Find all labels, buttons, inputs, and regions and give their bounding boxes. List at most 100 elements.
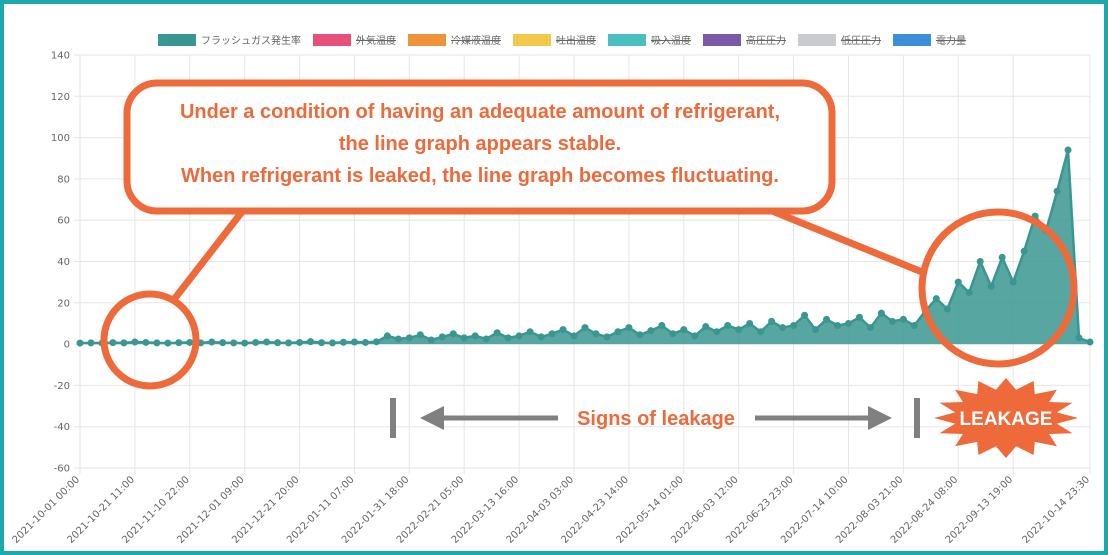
point	[570, 332, 578, 340]
point	[779, 324, 787, 332]
point	[834, 322, 841, 330]
point	[87, 339, 95, 347]
point	[372, 338, 380, 346]
point	[416, 331, 424, 339]
point	[219, 339, 227, 347]
point	[208, 338, 216, 346]
point	[855, 313, 863, 321]
point	[120, 339, 128, 347]
point	[482, 335, 490, 343]
point	[746, 319, 754, 327]
point	[252, 338, 260, 346]
y-tick-label: 20	[57, 298, 70, 309]
legend-swatch	[513, 34, 551, 46]
point	[614, 328, 622, 336]
point	[899, 315, 907, 323]
point	[285, 339, 293, 347]
point	[713, 328, 721, 336]
highlight-circle	[100, 290, 200, 390]
point	[515, 332, 523, 340]
point	[449, 330, 457, 338]
point	[943, 305, 951, 313]
point	[493, 329, 501, 337]
legend-swatch	[313, 34, 351, 46]
highlight-circle	[918, 208, 1078, 368]
legend: フラッシュガス発生率 外気温度 冷媒液温度 吐出温度 吸入温度 高圧圧力 低圧圧力 電力量	[158, 34, 966, 47]
point	[548, 330, 556, 338]
point	[823, 315, 831, 323]
point	[888, 317, 896, 325]
point	[1075, 334, 1083, 342]
y-tick-label: -40	[54, 422, 70, 433]
point	[361, 338, 369, 346]
point	[735, 326, 743, 334]
point	[175, 339, 183, 347]
point	[1053, 187, 1061, 195]
point	[241, 339, 249, 347]
connector	[169, 205, 248, 305]
y-tick-label: 0	[64, 340, 70, 351]
point	[976, 258, 984, 265]
point	[76, 339, 84, 347]
callout-box	[123, 79, 836, 215]
point	[164, 339, 172, 347]
legend-swatch	[608, 34, 646, 46]
point	[680, 326, 688, 334]
point	[339, 338, 347, 346]
leakage-label: LEAKAGE	[960, 409, 1053, 430]
y-tick-label: 80	[57, 174, 70, 185]
signs-label: Signs of leakage	[577, 408, 735, 430]
annotations: Under a condition of having an adequate …	[100, 79, 1078, 458]
point	[383, 332, 391, 340]
y-tick-label: -20	[54, 381, 70, 392]
area	[80, 150, 1090, 345]
point	[274, 339, 282, 347]
y-tick-label: 40	[57, 257, 70, 268]
point	[394, 335, 402, 343]
callout-text: the line graph appears stable.	[339, 133, 621, 155]
point	[768, 317, 776, 325]
point	[307, 338, 315, 346]
legend-label: フラッシュガス発生率	[201, 34, 301, 47]
point	[691, 332, 699, 340]
plot	[76, 146, 1094, 347]
connector	[758, 202, 924, 276]
point	[757, 328, 765, 336]
point	[537, 333, 545, 341]
point	[504, 334, 512, 342]
point	[965, 288, 973, 296]
point	[592, 330, 600, 338]
legend-swatch	[798, 34, 836, 46]
point	[438, 333, 446, 341]
point	[329, 339, 336, 347]
marker-bar	[390, 398, 396, 438]
marker-bar	[914, 398, 920, 438]
point	[812, 326, 820, 334]
point	[998, 253, 1006, 261]
point	[987, 282, 995, 290]
point	[559, 326, 567, 334]
point	[603, 333, 611, 341]
point	[724, 322, 732, 330]
point	[405, 334, 413, 342]
y-tick-label: 60	[57, 216, 70, 227]
y-tick-label: 120	[51, 92, 70, 103]
point	[844, 319, 852, 327]
point	[186, 338, 194, 346]
y-tick-label: 140	[51, 51, 70, 62]
point	[658, 322, 666, 330]
point	[669, 330, 677, 338]
legend-swatch	[158, 34, 196, 46]
point	[263, 338, 271, 346]
point	[109, 339, 117, 347]
legend-swatch	[408, 34, 446, 46]
point	[932, 295, 940, 303]
callout-text: Under a condition of having an adequate …	[180, 101, 780, 123]
point	[647, 327, 655, 335]
point	[910, 322, 918, 330]
point	[1064, 146, 1072, 154]
point	[296, 338, 304, 346]
point	[1086, 338, 1094, 346]
legend-swatch	[703, 34, 741, 46]
